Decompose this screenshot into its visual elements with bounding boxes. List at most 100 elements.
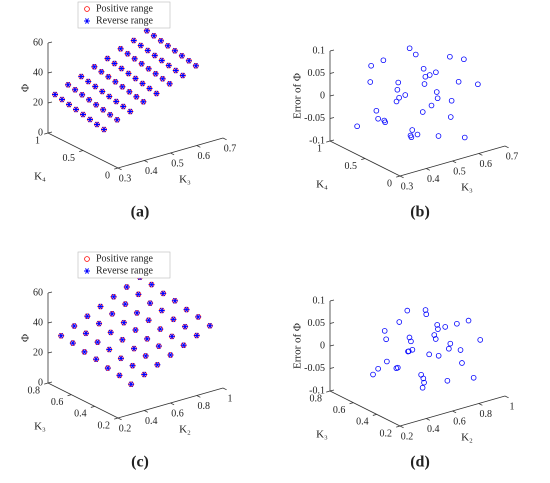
z-tick [329, 322, 335, 324]
x-tick [452, 160, 457, 164]
z-tick [329, 389, 335, 392]
data-point [448, 97, 455, 104]
data-point [408, 338, 414, 345]
data-point [396, 94, 402, 101]
data-point [104, 365, 111, 371]
data-point [406, 45, 413, 52]
data-point [69, 340, 76, 346]
z-tick-label: 0 [320, 340, 325, 351]
data-point [454, 320, 460, 327]
x-tick-label: 0.3 [119, 173, 132, 184]
data-point [78, 73, 85, 80]
legend-label: Positive range [96, 3, 153, 14]
y-tick-label: 0.4 [74, 409, 87, 420]
data-point [426, 72, 433, 78]
y-axis-label: K₄ [316, 179, 328, 191]
caption: (d) [410, 454, 430, 471]
x-tick [144, 160, 149, 163]
x-tick [117, 417, 122, 421]
data-point [432, 336, 439, 342]
z-tick [47, 291, 53, 294]
data-point [144, 47, 151, 54]
data-point [419, 109, 426, 115]
y-tick [372, 413, 377, 416]
x-tick [196, 395, 201, 398]
x-tick-label: 0.3 [401, 181, 414, 192]
data-point [158, 307, 165, 314]
data-point [151, 52, 158, 59]
data-point [405, 348, 412, 355]
z-tick-label: -0.1 [309, 385, 325, 396]
x-tick [504, 395, 509, 399]
data-point [166, 80, 173, 87]
data-point [142, 353, 149, 359]
data-point [428, 102, 435, 109]
data-point [384, 358, 390, 365]
data-point [143, 27, 150, 34]
data-point [139, 80, 146, 87]
data-point [133, 93, 140, 100]
data-point [465, 317, 472, 324]
data-point [412, 51, 419, 58]
x-axis-label: K₂ [179, 424, 191, 436]
data-point [395, 79, 402, 86]
data-point [98, 68, 105, 75]
data-point [375, 365, 381, 372]
data-point [447, 340, 454, 347]
y-tick-label: 0.6 [333, 405, 346, 416]
data-point [58, 332, 65, 339]
z-tick [329, 344, 335, 347]
z-axis-label: Error of Φ [292, 73, 304, 119]
data-point [91, 63, 98, 70]
z-axis-label: Φ [20, 84, 32, 92]
data-point [171, 47, 178, 54]
data-point [375, 115, 381, 122]
z-tick [329, 367, 335, 369]
data-point [381, 117, 388, 124]
data-point [409, 127, 416, 133]
data-point [421, 379, 427, 386]
y-tick-label: 0.5 [63, 153, 76, 164]
x-tick [478, 403, 483, 406]
data-point [367, 79, 374, 85]
z-tick [47, 101, 53, 104]
x-tick-label: 0.4 [145, 416, 158, 427]
z-tick-label: 40 [33, 317, 43, 328]
data-point [132, 327, 139, 333]
data-point [431, 332, 438, 338]
x-tick [170, 402, 175, 406]
x-tick-label: 0.7 [224, 143, 237, 154]
data-point [141, 371, 148, 378]
data-point [433, 89, 440, 95]
z-tick-label: 0 [38, 127, 43, 138]
data-point [414, 131, 421, 138]
data-point [157, 326, 164, 332]
z-tick-label: 0 [320, 90, 325, 101]
z-tick [47, 381, 53, 384]
data-point [135, 291, 142, 298]
x-axis-label: K₂ [461, 432, 473, 444]
data-point [434, 322, 440, 328]
data-point [80, 111, 86, 118]
data-point [65, 81, 72, 88]
data-point [396, 319, 403, 325]
data-point [180, 342, 187, 349]
data-point [94, 121, 100, 128]
data-point [170, 316, 177, 323]
data-point [106, 93, 113, 100]
z-tick-label: 20 [33, 97, 43, 108]
z-tick-label: 0.1 [313, 45, 326, 56]
data-point [104, 55, 111, 62]
data-point [72, 86, 79, 93]
data-point [119, 336, 126, 343]
legend-marker [84, 268, 90, 274]
data-point [71, 323, 78, 329]
x-tick-label: 0.5 [453, 166, 466, 177]
z-tick-label: 60 [33, 37, 43, 48]
z-tick-label: -0.05 [304, 363, 325, 374]
x-tick-label: 0.6 [453, 416, 466, 427]
data-point [407, 132, 414, 139]
y-axis [329, 390, 401, 427]
legend-box [77, 251, 171, 279]
data-point [422, 307, 429, 313]
